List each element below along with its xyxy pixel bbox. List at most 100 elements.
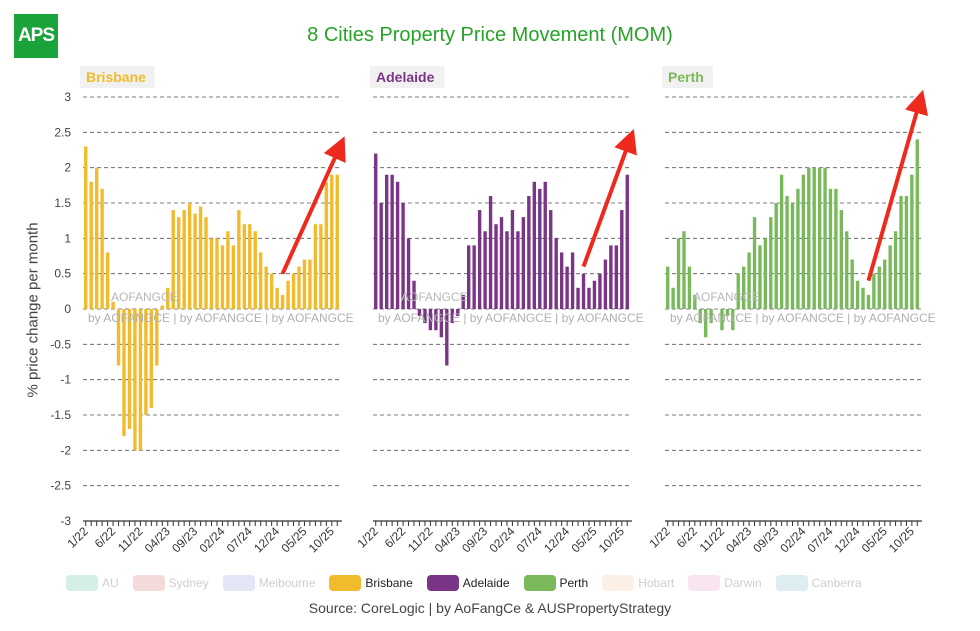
bar	[477, 210, 482, 309]
bar	[297, 266, 301, 309]
bar	[155, 309, 159, 366]
bar	[105, 252, 110, 309]
legend-item-adelaide[interactable]: Adelaide	[426, 575, 510, 591]
aps-logo: APS	[14, 14, 58, 58]
y-tick-label: 3	[64, 90, 71, 104]
bar	[559, 252, 564, 309]
bar	[850, 259, 854, 309]
bar	[532, 181, 537, 309]
bar	[893, 231, 898, 309]
x-tick-label: 04/23	[723, 524, 754, 555]
bar	[598, 273, 602, 309]
bar	[790, 203, 795, 309]
bar	[666, 266, 670, 309]
bar	[812, 167, 816, 309]
bar	[259, 252, 263, 309]
legend-swatch	[132, 575, 165, 591]
panel-label: Brisbane	[86, 69, 146, 85]
bar	[592, 280, 597, 309]
x-tick-label: 6/22	[674, 524, 701, 551]
bar	[434, 309, 438, 331]
bar	[384, 174, 389, 309]
panel-label: Perth	[668, 69, 704, 85]
bar	[709, 309, 713, 324]
legend-item-brisbane[interactable]: Brisbane	[329, 575, 413, 591]
bar	[127, 309, 132, 430]
bar	[888, 245, 892, 309]
bar	[313, 224, 318, 309]
bar	[736, 273, 740, 309]
x-tick-label: 10/25	[596, 524, 627, 555]
bar	[198, 206, 203, 309]
bar	[144, 309, 148, 415]
legend-item-darwin[interactable]: Darwin	[688, 575, 762, 591]
bar	[538, 188, 542, 309]
bar	[160, 305, 164, 309]
chart-title: 8 Cities Property Price Movement (MOM)	[307, 24, 673, 46]
bar	[758, 245, 762, 309]
x-tick-label: 1/22	[354, 524, 381, 551]
legend-swatch	[66, 575, 98, 591]
watermark-line: by AOFANGCE | by AOFANGCE | by AOFANGCE	[670, 311, 936, 325]
bar	[264, 266, 268, 309]
bar	[731, 309, 735, 331]
bar	[817, 167, 822, 309]
bar	[319, 224, 323, 309]
y-tick-label: 2	[64, 161, 71, 175]
legend-item-canberra[interactable]: Canberra	[775, 575, 862, 591]
bar	[280, 294, 285, 309]
legend-item-perth[interactable]: Perth	[523, 575, 588, 591]
bar	[379, 203, 383, 309]
bar	[390, 174, 394, 309]
bar	[565, 266, 569, 309]
x-tick-label: 6/22	[382, 524, 409, 551]
x-tick-label: 10/25	[306, 524, 337, 555]
legend-item-sydney[interactable]: Sydney	[132, 575, 209, 591]
bar	[510, 210, 515, 309]
watermark-text: AOFANGCE	[401, 290, 468, 304]
bar	[149, 309, 154, 408]
bar	[286, 280, 290, 309]
trend-arrow	[581, 128, 637, 268]
bar	[374, 153, 378, 309]
bar	[866, 294, 871, 309]
bar	[94, 167, 99, 309]
bar	[807, 167, 811, 309]
x-tick-label: 09/23	[459, 524, 490, 555]
y-tick-label: 1	[64, 231, 71, 245]
bar	[899, 195, 903, 309]
bar	[269, 273, 274, 309]
x-tick-label: 02/24	[196, 524, 227, 555]
legend-item-hobart[interactable]: Hobart	[602, 575, 674, 591]
x-tick-label: 05/25	[278, 524, 309, 555]
bar	[231, 245, 236, 309]
legend-swatch	[688, 575, 721, 591]
legend-swatch	[329, 575, 362, 591]
bar	[116, 309, 121, 366]
bar	[466, 245, 471, 309]
bar	[554, 238, 558, 309]
legend-label: AU	[102, 576, 119, 590]
bar	[450, 309, 454, 324]
y-tick-label: -0.5	[50, 337, 71, 351]
y-tick-label: -1.5	[50, 408, 71, 422]
bar	[603, 259, 608, 309]
bar	[796, 188, 800, 309]
watermark-line: by AOFANGCE | by AOFANGCE | by AOFANGCE	[88, 311, 354, 325]
legend-item-melbourne[interactable]: Melbourne	[222, 575, 315, 591]
bar	[516, 231, 520, 309]
legend-swatch	[602, 575, 635, 591]
bar	[100, 188, 104, 309]
y-tick-label: -3	[60, 514, 71, 528]
bar	[215, 238, 219, 309]
bar	[412, 280, 416, 309]
legend-swatch	[222, 575, 255, 591]
source-caption: Source: CoreLogic | by AoFangCe & AUSPro…	[308, 600, 672, 616]
bar	[166, 287, 170, 309]
bar	[785, 195, 789, 309]
bar	[171, 210, 175, 309]
bar	[417, 309, 422, 317]
legend-item-au[interactable]: AU	[66, 575, 119, 591]
y-tick-label: 0.5	[54, 267, 71, 281]
